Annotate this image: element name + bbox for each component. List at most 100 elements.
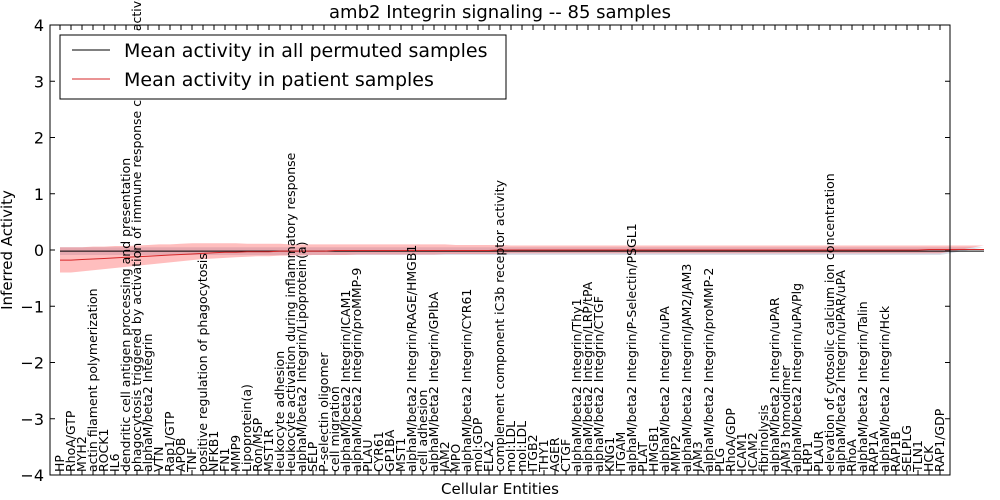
x-tick-label: actin filament polymerization <box>85 288 100 472</box>
x-tick-label: SELPLG <box>899 425 914 472</box>
x-tick-label: TLN1 <box>910 440 925 473</box>
x-tick-label: CYR61 <box>371 431 386 472</box>
x-tick-label: THY1 <box>536 439 551 473</box>
x-tick-label: NFKB1 <box>206 431 221 472</box>
x-tick-label: alphaM/beta2 Integrin/proMMP-2 <box>701 268 716 472</box>
x-tick-label: ITGAM <box>613 432 628 472</box>
x-axis-title: Cellular Entities <box>441 480 559 498</box>
legend-label: Mean activity in all permuted samples <box>124 40 487 62</box>
x-tick-label: alphaM/beta2 Integrin/Thy1 <box>569 298 584 472</box>
x-tick-label: MMP9 <box>228 435 243 472</box>
series-band-2 <box>60 243 984 273</box>
x-tick-label: elevation of cytosolic calcium ion conce… <box>822 173 837 472</box>
x-tick-label: JAM3 homodimer <box>778 365 793 473</box>
y-tick-label: −1 <box>20 297 44 316</box>
x-tick-label: alphaM/beta2 Integrin/CTGF <box>591 296 606 472</box>
x-tick-label: alphaM/beta2 Integrin/JAM2/JAM3 <box>679 264 694 472</box>
plot-frame <box>49 24 951 476</box>
x-tick-label: TNF <box>184 448 199 473</box>
y-axis-ticks: −4 −3 −2 −1 0 1 2 3 4 <box>20 16 950 485</box>
x-tick-label: PLAT <box>635 442 650 472</box>
x-tick-label: HP <box>52 455 67 472</box>
x-tick-label: JAM3 <box>690 441 705 473</box>
x-tick-label: IL6 <box>107 453 122 472</box>
x-tick-label: leukocyte adhesion <box>272 351 287 472</box>
x-tick-label: ICAM2 <box>745 432 760 472</box>
x-tick-label: MYH2 <box>74 436 89 472</box>
x-tick-label: mol:GDP <box>470 417 485 472</box>
x-tick-label: JAM2 <box>437 441 452 473</box>
x-tick-label: alphaM/beta2 Integrin/P-Selectin/PSGL1 <box>624 223 639 472</box>
x-tick-label: SELP <box>305 441 320 472</box>
x-tick-label: FN1 <box>217 448 232 473</box>
x-tick-label: ITGB2 <box>525 434 540 472</box>
x-tick-label: positive regulation of phagocytosis <box>195 253 210 472</box>
x-tick-label: RhoA <box>844 439 859 472</box>
x-tick-label: RAP1B <box>888 431 903 472</box>
x-tick-label: alphaM/beta2 Integrin/uPAR <box>767 297 782 472</box>
series-lines <box>60 248 984 261</box>
x-tick-label: PLG <box>712 448 727 472</box>
x-tick-label: cell adhesion <box>415 390 430 472</box>
x-tick-label: dendritic cell antigen processing and pr… <box>118 158 133 472</box>
x-tick-label: alphaM/beta2 Integrin/uPAR/uPA <box>833 270 848 472</box>
legend-label: Mean activity in patient samples <box>124 69 434 91</box>
x-tick-label: alphaM/beta2 Integrin/Hck <box>877 305 892 472</box>
x-tick-label: CTGF <box>558 439 573 472</box>
x-tick-label: GP1BA <box>382 429 397 472</box>
y-tick-label: 0 <box>34 241 44 260</box>
legend-box <box>59 34 507 100</box>
x-tick-label: HCK <box>921 445 936 472</box>
x-tick-label: Rap1/GTP <box>162 411 177 472</box>
y-tick-label: 3 <box>34 72 44 91</box>
x-tick-label: KNG1 <box>602 437 617 472</box>
x-tick-label: alphaM/beta2 Integrin/uPA/Plg <box>789 283 804 472</box>
x-tick-label: alphaM/beta2 Integrin/Talin <box>855 301 870 472</box>
y-tick-label: 2 <box>34 129 44 148</box>
x-tick-label: PLAUR <box>811 431 826 472</box>
series-line-2 <box>60 248 984 261</box>
y-axis-title: Inferred Activity <box>0 190 16 310</box>
x-tick-label: alphaM/beta2 Integrin/uPA <box>657 306 672 472</box>
x-tick-label: leukocyte activation during inflammatory… <box>283 152 298 472</box>
x-tick-label: alphaM/beta2 Integrin/proMMP-9 <box>349 268 364 472</box>
x-tick-label: P-selectin oligomer <box>316 352 331 472</box>
x-tick-label: ELA2 <box>481 440 496 472</box>
x-axis-ticks <box>59 25 941 475</box>
x-tick-label: phagocytosis triggered by activation of … <box>129 0 144 472</box>
chart-title: amb2 Integrin signaling -- 85 samples <box>329 2 671 23</box>
x-tick-label: ICAM1 <box>734 432 749 472</box>
y-tick-label: −2 <box>20 354 44 373</box>
x-tick-label: VTN <box>151 446 166 472</box>
x-tick-label: alphaM/beta2 Integrin <box>140 334 155 472</box>
x-tick-label: Ron/MSP <box>250 417 265 472</box>
x-tick-label: cell migration <box>327 386 342 472</box>
x-tick-label: alphaM/beta2 Integrin/RAGE/HMGB1 <box>404 245 419 472</box>
x-tick-label: MMP2 <box>668 435 683 472</box>
x-tick-label: alphaM/beta2 Integrin/GPIbA <box>426 292 441 472</box>
x-tick-label: AGER <box>547 437 562 472</box>
x-tick-label: MST1R <box>261 429 276 472</box>
legend: Mean activity in all permuted samples Mea… <box>59 34 507 100</box>
x-tick-label: RhoA/GDP <box>723 408 738 472</box>
y-tick-label: 1 <box>34 185 44 204</box>
x-tick-label: RhoA/GTP <box>63 410 78 472</box>
x-tick-label: alphaM/beta2 Integrin/LRP/tPA <box>580 281 595 472</box>
x-tick-label: mol:LDL <box>514 421 529 472</box>
x-tick-label: complement component iC3b receptor activ… <box>492 179 507 472</box>
x-tick-label: alphaM/beta2 Integrin/ICAM1 <box>338 290 353 472</box>
x-tick-label: mol:LDL <box>503 421 518 472</box>
x-tick-label: alphaM/beta2 Integrin/CYR61 <box>459 289 474 472</box>
x-tick-label: ROCK1 <box>96 429 111 472</box>
x-tick-label: PLAU <box>360 440 375 473</box>
x-tick-label: MST1 <box>393 438 408 472</box>
x-tick-label: RAP1/GDP <box>932 408 947 472</box>
x-tick-label: APOB <box>173 437 188 472</box>
x-tick-label: alphaM/beta2 Integrin/Lipoprotein(a) <box>294 241 309 472</box>
x-tick-label: RAP1A <box>866 431 881 472</box>
x-tick-label: HMGB1 <box>646 426 661 472</box>
x-tick-label: LRP1 <box>800 441 815 472</box>
y-tick-label: −4 <box>20 466 44 485</box>
